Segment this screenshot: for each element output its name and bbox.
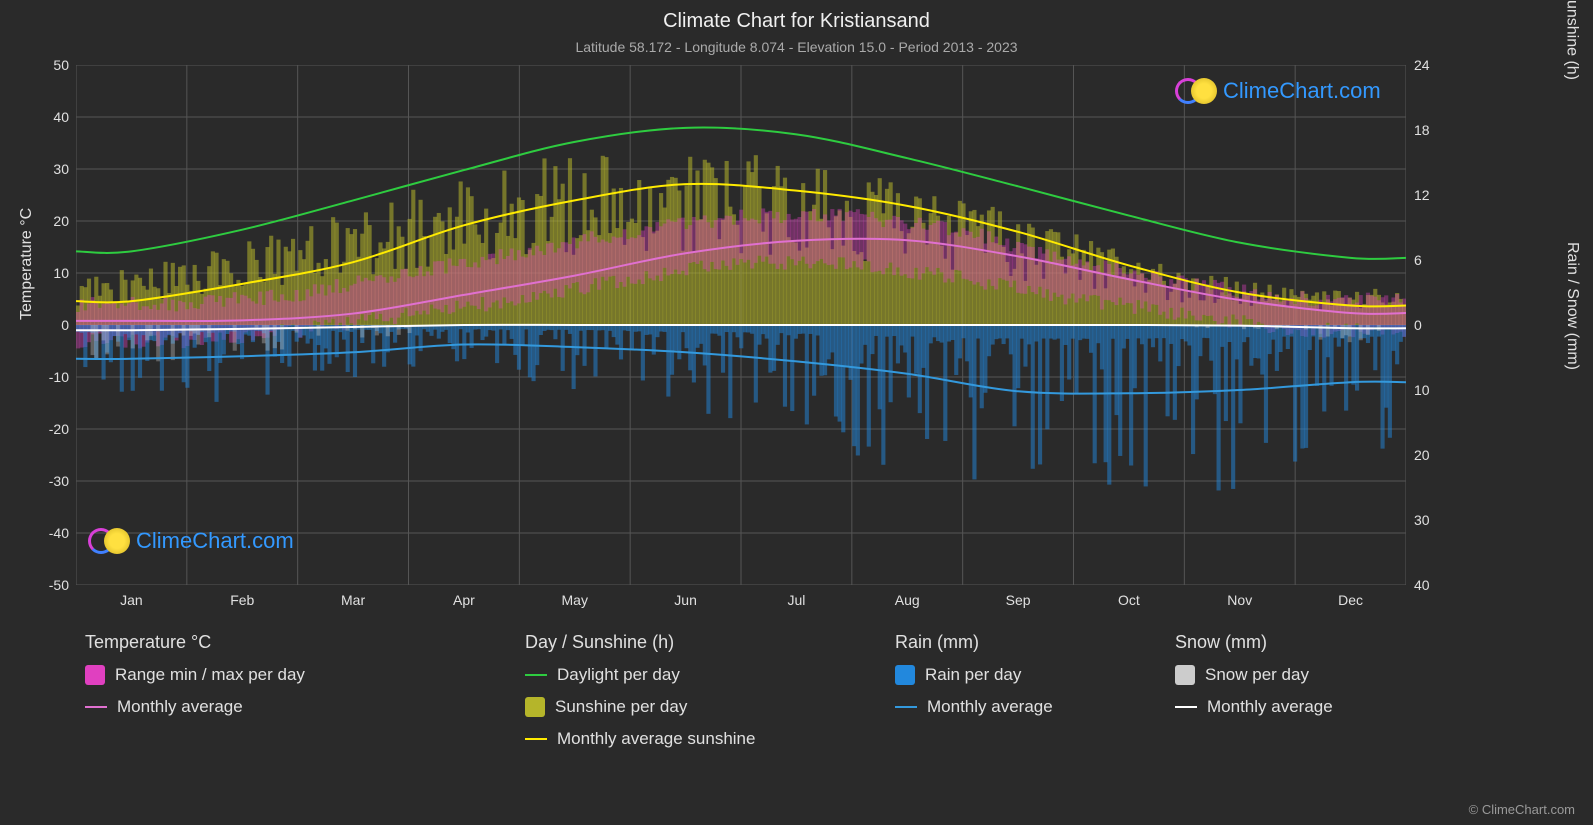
swatch-line-icon <box>525 674 547 676</box>
tick-right-top: 6 <box>1414 252 1422 268</box>
swatch-box-icon <box>85 665 105 685</box>
tick-x: Jul <box>787 592 805 608</box>
tick-left: 40 <box>23 109 69 125</box>
plot-area <box>76 65 1406 585</box>
tick-left: 10 <box>23 265 69 281</box>
copyright: © ClimeChart.com <box>1469 802 1575 817</box>
tick-x: Feb <box>230 592 254 608</box>
legend-label: Sunshine per day <box>555 697 687 717</box>
logo-text: ClimeChart.com <box>1223 78 1381 104</box>
legend-item: Rain per day <box>895 665 1053 685</box>
tick-right-bottom: 10 <box>1414 382 1430 398</box>
legend-label: Rain per day <box>925 665 1021 685</box>
swatch-line-icon <box>525 738 547 740</box>
tick-left: 0 <box>23 317 69 333</box>
swatch-line-icon <box>1175 706 1197 708</box>
legend-item: Sunshine per day <box>525 697 755 717</box>
chart-subtitle: Latitude 58.172 - Longitude 8.074 - Elev… <box>0 33 1593 55</box>
tick-left: 20 <box>23 213 69 229</box>
tick-left: -20 <box>23 421 69 437</box>
y-axis-right-top-label: Day / Sunshine (h) <box>1563 0 1581 80</box>
tick-left: -50 <box>23 577 69 593</box>
tick-x: May <box>562 592 588 608</box>
tick-right-top: 24 <box>1414 57 1430 73</box>
tick-x: Sep <box>1006 592 1031 608</box>
swatch-box-icon <box>525 697 545 717</box>
legend-item: Monthly average <box>85 697 305 717</box>
tick-x: Aug <box>895 592 920 608</box>
legend-item: Monthly average <box>1175 697 1333 717</box>
swatch-line-icon <box>85 706 107 708</box>
swatch-line-icon <box>895 706 917 708</box>
legend-label: Monthly average <box>117 697 243 717</box>
climate-chart: Climate Chart for Kristiansand Latitude … <box>0 0 1593 825</box>
tick-right-top: 12 <box>1414 187 1430 203</box>
swatch-box-icon <box>895 665 915 685</box>
legend-column: Rain (mm) Rain per day Monthly average <box>895 632 1053 717</box>
legend-item: Snow per day <box>1175 665 1333 685</box>
tick-left: -30 <box>23 473 69 489</box>
legend-label: Range min / max per day <box>115 665 305 685</box>
tick-x: Dec <box>1338 592 1363 608</box>
legend-item: Range min / max per day <box>85 665 305 685</box>
tick-right-bottom: 40 <box>1414 577 1430 593</box>
swatch-box-icon <box>1175 665 1195 685</box>
tick-x: Nov <box>1227 592 1252 608</box>
chart-title: Climate Chart for Kristiansand <box>0 0 1593 33</box>
logo-text: ClimeChart.com <box>136 528 294 554</box>
tick-x: Jun <box>674 592 697 608</box>
climechart-logo: ClimeChart.com <box>1175 78 1381 104</box>
legend-header: Snow (mm) <box>1175 632 1333 653</box>
legend-column: Temperature °C Range min / max per day Mon… <box>85 632 305 717</box>
legend-label: Snow per day <box>1205 665 1309 685</box>
tick-left: -40 <box>23 525 69 541</box>
legend-column: Day / Sunshine (h) Daylight per day Sunshi… <box>525 632 755 749</box>
legend-item: Monthly average sunshine <box>525 729 755 749</box>
y-axis-right-bottom-label: Rain / Snow (mm) <box>1563 242 1581 370</box>
legend-label: Monthly average <box>1207 697 1333 717</box>
legend-header: Temperature °C <box>85 632 305 653</box>
tick-right-top: 0 <box>1414 317 1422 333</box>
logo-sun-icon <box>1191 78 1217 104</box>
tick-left: 30 <box>23 161 69 177</box>
tick-left: -10 <box>23 369 69 385</box>
legend-header: Day / Sunshine (h) <box>525 632 755 653</box>
tick-x: Mar <box>341 592 365 608</box>
legend-item: Monthly average <box>895 697 1053 717</box>
legend-item: Daylight per day <box>525 665 755 685</box>
tick-x: Jan <box>120 592 143 608</box>
tick-right-top: 18 <box>1414 122 1430 138</box>
tick-right-bottom: 30 <box>1414 512 1430 528</box>
legend-label: Monthly average <box>927 697 1053 717</box>
legend-label: Monthly average sunshine <box>557 729 755 749</box>
legend-header: Rain (mm) <box>895 632 1053 653</box>
legend-label: Daylight per day <box>557 665 680 685</box>
logo-sun-icon <box>104 528 130 554</box>
plot-svg <box>76 65 1406 585</box>
tick-left: 50 <box>23 57 69 73</box>
tick-x: Apr <box>453 592 475 608</box>
climechart-logo: ClimeChart.com <box>88 528 294 554</box>
legend-column: Snow (mm) Snow per day Monthly average <box>1175 632 1333 717</box>
tick-right-bottom: 20 <box>1414 447 1430 463</box>
tick-x: Oct <box>1118 592 1140 608</box>
